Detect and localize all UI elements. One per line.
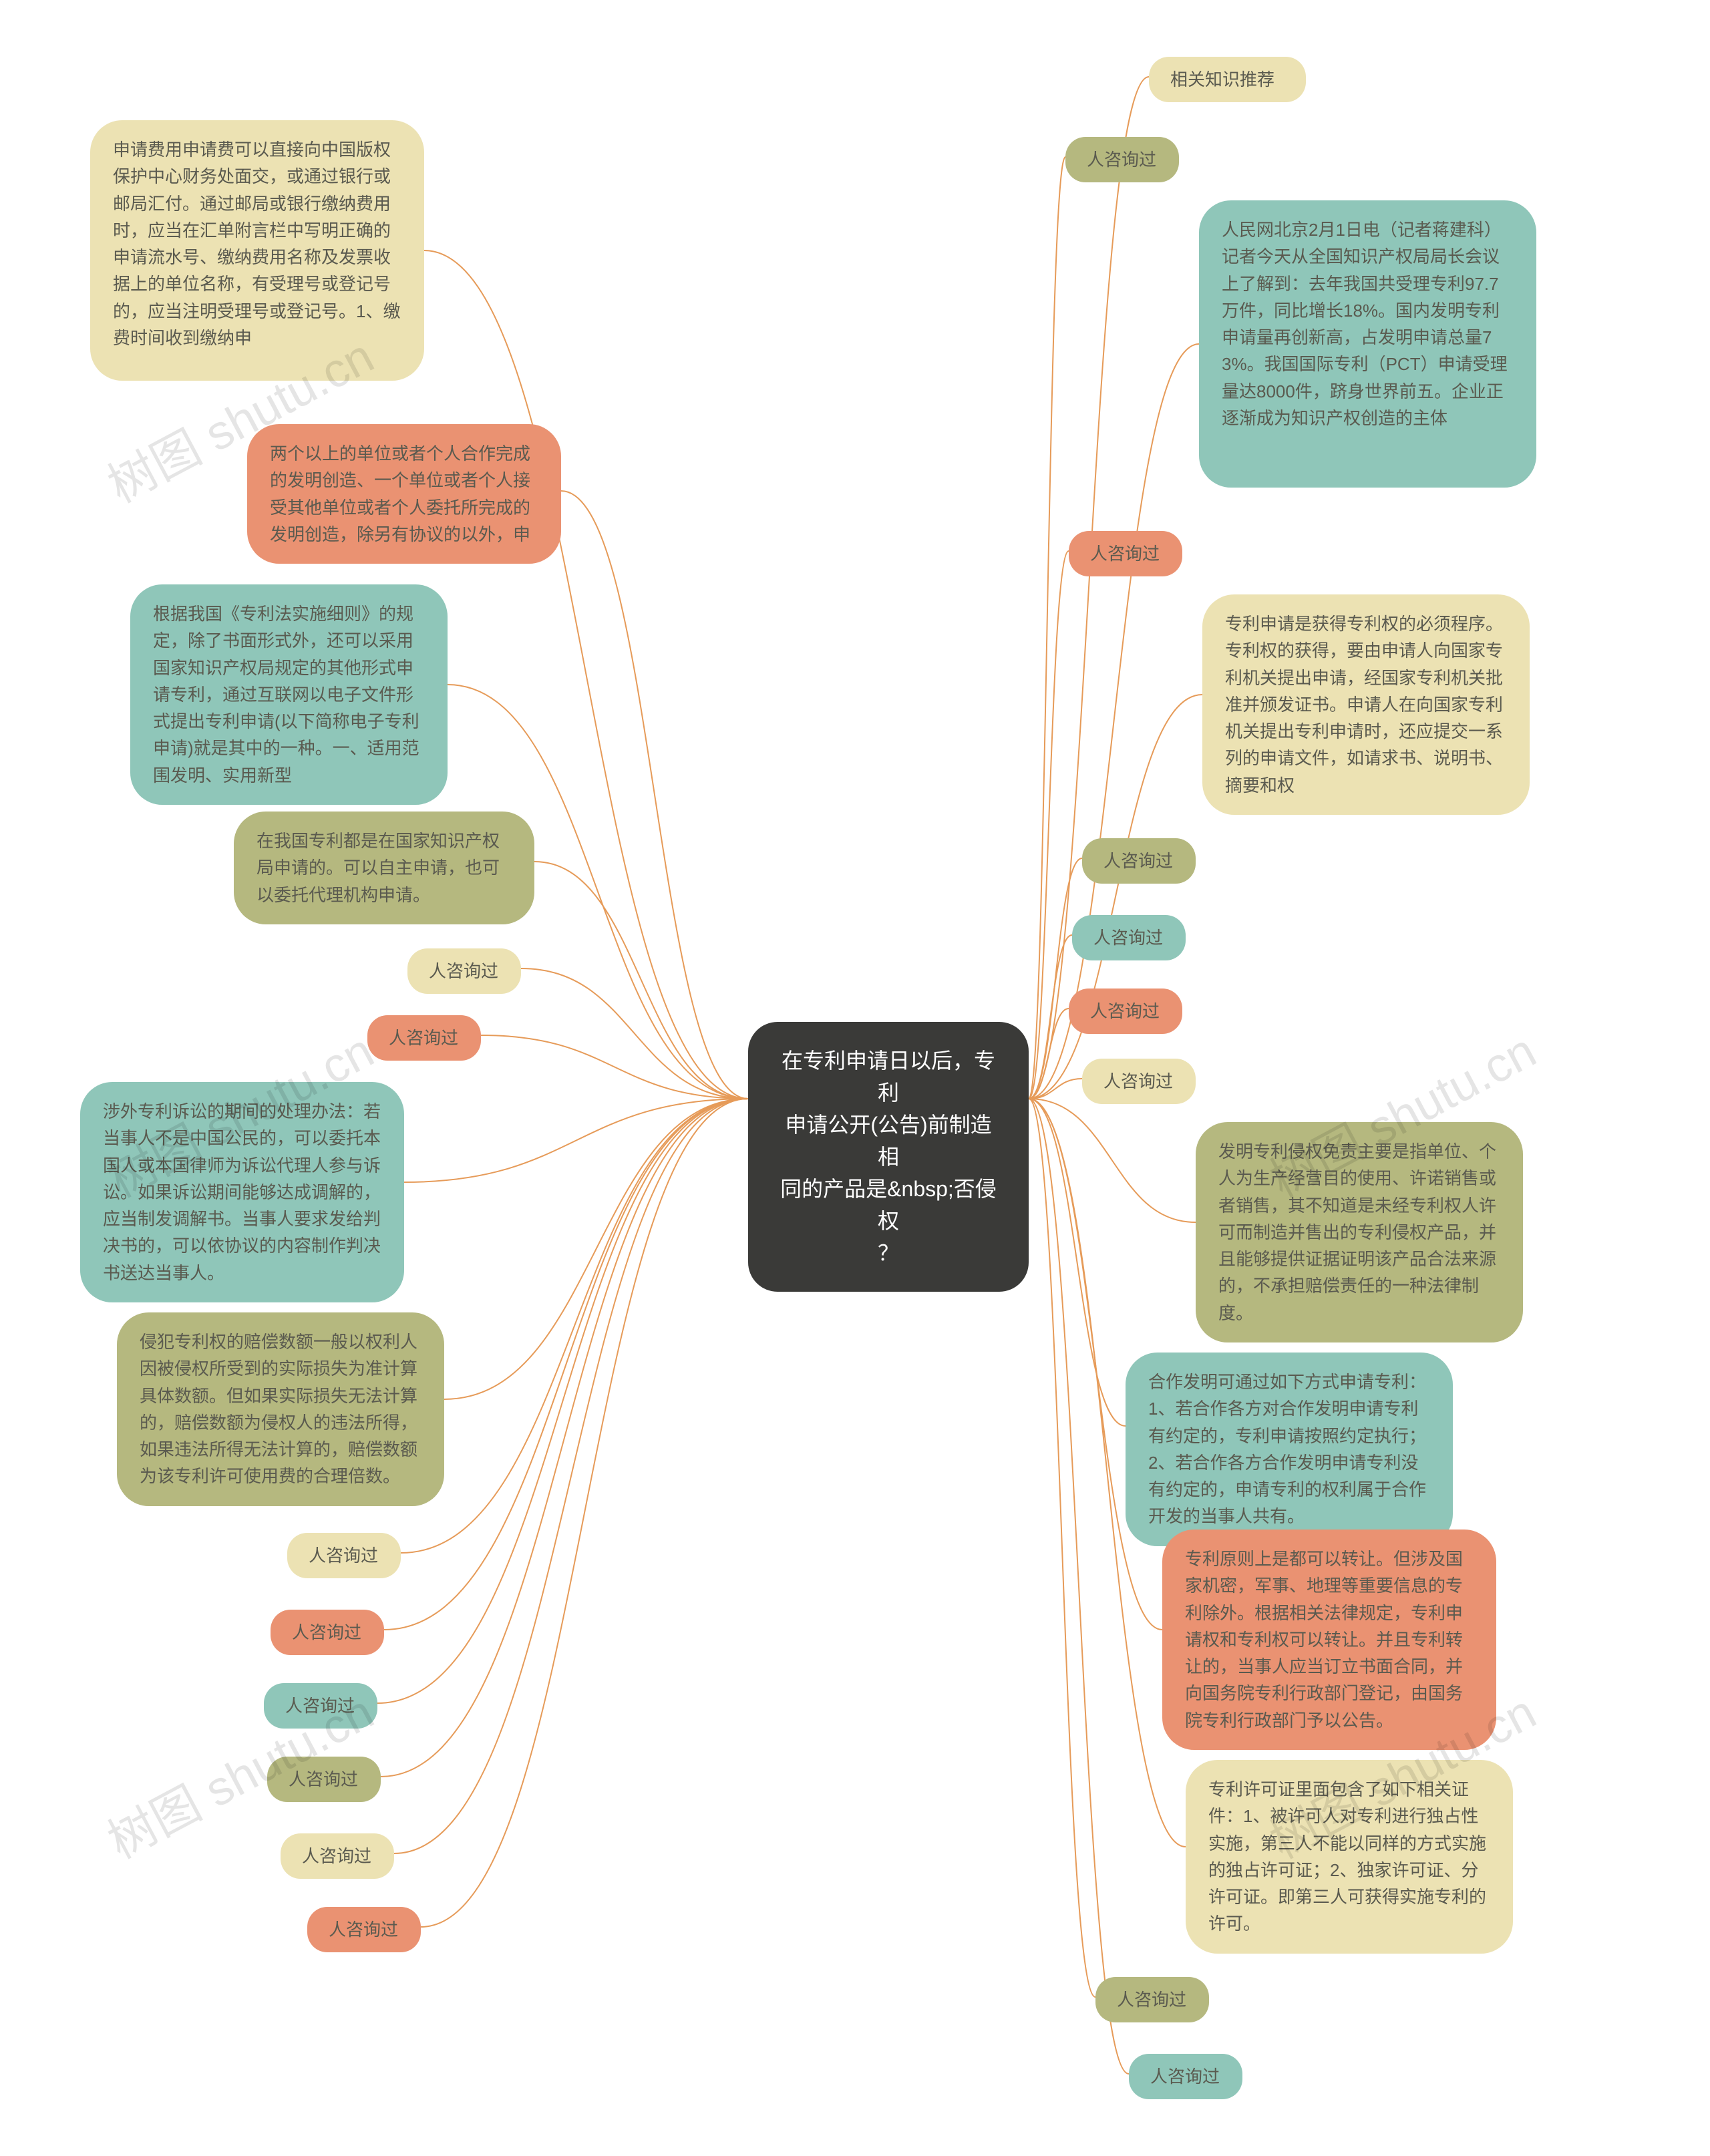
- mindmap-node[interactable]: 合作发明可通过如下方式申请专利：1、若合作各方对合作发明申请专利有约定的，专利申…: [1126, 1353, 1453, 1546]
- mindmap-node[interactable]: 人咨询过: [407, 948, 521, 994]
- mindmap-node[interactable]: 人咨询过: [1069, 989, 1182, 1034]
- mindmap-node[interactable]: 人民网北京2月1日电（记者蒋建科）记者今天从全国知识产权局局长会议上了解到：去年…: [1199, 200, 1536, 488]
- mindmap-node[interactable]: 人咨询过: [1065, 137, 1179, 182]
- mindmap-node[interactable]: 侵犯专利权的赔偿数额一般以权利人因被侵权所受到的实际损失为准计算具体数额。但如果…: [117, 1312, 444, 1506]
- mindmap-node[interactable]: 在我国专利都是在国家知识产权局申请的。可以自主申请，也可以委托代理机构申请。: [234, 812, 534, 924]
- mindmap-node[interactable]: 涉外专利诉讼的期间的处理办法：若当事人不是中国公民的，可以委托本国人或本国律师为…: [80, 1082, 404, 1302]
- mindmap-node[interactable]: 人咨询过: [281, 1833, 394, 1879]
- mindmap-node[interactable]: 人咨询过: [1072, 915, 1186, 960]
- mindmap-node[interactable]: 相关知识推荐: [1149, 57, 1306, 102]
- mindmap-node[interactable]: 根据我国《专利法实施细则》的规定，除了书面形式外，还可以采用国家知识产权局规定的…: [130, 584, 448, 805]
- mindmap-node[interactable]: 在专利申请日以后，专利 申请公开(公告)前制造相 同的产品是&nbsp;否侵权 …: [748, 1022, 1029, 1292]
- mindmap-node[interactable]: 人咨询过: [267, 1757, 381, 1802]
- mindmap-node[interactable]: 人咨询过: [367, 1015, 481, 1061]
- mindmap-node[interactable]: 人咨询过: [1095, 1977, 1209, 2022]
- mindmap-node[interactable]: 人咨询过: [1129, 2054, 1242, 2099]
- mindmap-node[interactable]: 发明专利侵权免责主要是指单位、个人为生产经营目的使用、许诺销售或者销售，其不知道…: [1196, 1122, 1523, 1342]
- mindmap-node[interactable]: 人咨询过: [1069, 531, 1182, 576]
- mindmap-node[interactable]: 专利许可证里面包含了如下相关证件：1、被许可人对专利进行独占性实施，第三人不能以…: [1186, 1760, 1513, 1954]
- mindmap-node[interactable]: 申请费用申请费可以直接向中国版权保护中心财务处面交，或通过银行或邮局汇付。通过邮…: [90, 120, 424, 381]
- mindmap-node[interactable]: 人咨询过: [271, 1610, 384, 1655]
- mindmap-node[interactable]: 人咨询过: [264, 1683, 377, 1729]
- mindmap-node[interactable]: 专利原则上是都可以转让。但涉及国家机密，军事、地理等重要信息的专利除外。根据相关…: [1162, 1530, 1496, 1750]
- mindmap-node[interactable]: 人咨询过: [1082, 838, 1196, 884]
- mindmap-node[interactable]: 人咨询过: [307, 1907, 421, 1952]
- mindmap-node[interactable]: 专利申请是获得专利权的必须程序。专利权的获得，要由申请人向国家专利机关提出申请，…: [1202, 594, 1530, 815]
- mindmap-node[interactable]: 两个以上的单位或者个人合作完成的发明创造、一个单位或者个人接受其他单位或者个人委…: [247, 424, 561, 564]
- mindmap-node[interactable]: 人咨询过: [1082, 1059, 1196, 1104]
- mindmap-node[interactable]: 人咨询过: [287, 1533, 401, 1578]
